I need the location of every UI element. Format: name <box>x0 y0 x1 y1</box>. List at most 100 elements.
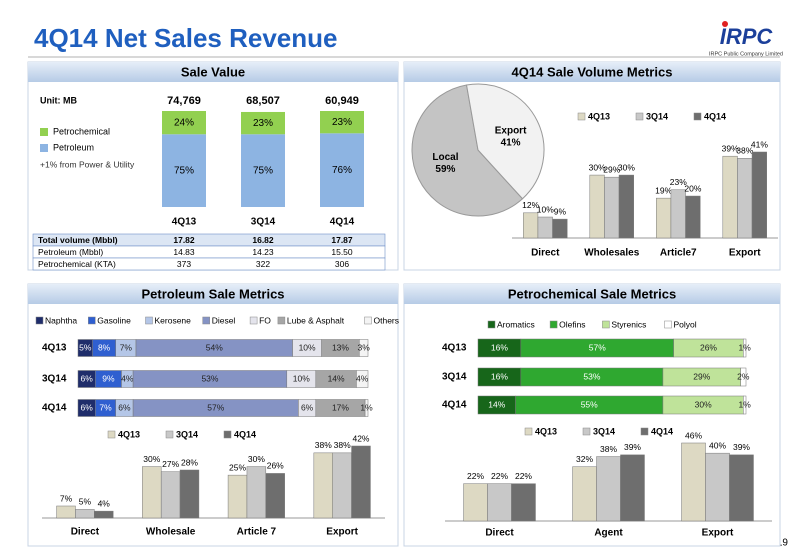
legend-swatch <box>602 320 610 329</box>
category-label: 3Q14 <box>442 372 467 383</box>
legend-label: 3Q14 <box>593 426 615 436</box>
legend-swatch <box>664 320 672 329</box>
bar-segment <box>359 339 369 357</box>
bar <box>537 216 553 239</box>
category-label: 4Q13 <box>42 343 67 354</box>
panel-title: Petroleum Sale Metrics <box>141 286 284 301</box>
bar <box>265 473 285 519</box>
legend-swatch <box>549 320 558 329</box>
value-label: 6% <box>81 402 94 412</box>
legend-swatch <box>165 430 174 439</box>
value-label: 1% <box>739 342 752 352</box>
category-label: Agent <box>594 528 623 539</box>
value-label: 6% <box>81 373 94 383</box>
legend-label: Petroleum <box>53 142 94 152</box>
bar <box>620 454 645 522</box>
bar <box>94 510 114 519</box>
category-label: 3Q14 <box>251 217 276 228</box>
bar <box>487 483 512 522</box>
category-label: 4Q14 <box>442 400 467 411</box>
legend-label: 4Q14 <box>704 111 726 121</box>
table-cell: 373 <box>177 259 191 269</box>
value-label: 75% <box>174 165 194 176</box>
bar <box>705 452 730 522</box>
value-label: 7% <box>99 402 112 412</box>
bar-segment <box>320 133 364 207</box>
legend-swatch <box>577 112 586 121</box>
legend-label: Kerosene <box>155 315 192 325</box>
bar-segment <box>740 367 747 387</box>
value-label: 6% <box>118 402 131 412</box>
value-label: 76% <box>332 165 352 176</box>
value-label: 38% <box>315 440 332 450</box>
legend-swatch <box>487 320 496 329</box>
value-label: 29% <box>603 164 620 174</box>
value-label: 38% <box>334 440 351 450</box>
bar <box>670 189 686 239</box>
value-label: 40% <box>709 440 726 450</box>
bar <box>751 151 767 239</box>
value-label: 29% <box>693 371 710 381</box>
table-cell: Petrochemical (KTA) <box>38 259 116 269</box>
legend-label: 4Q13 <box>588 111 610 121</box>
legend-label: 3Q14 <box>176 429 198 439</box>
category-label: Wholesales <box>584 248 639 259</box>
category-label: 4Q14 <box>42 403 67 414</box>
panel-title: Petrochemical Sale Metrics <box>508 286 676 301</box>
bar <box>463 483 488 522</box>
value-label: 13% <box>332 342 349 352</box>
table-cell: 17.82 <box>173 235 195 245</box>
legend-swatch <box>640 427 649 436</box>
value-label: 55% <box>581 399 598 409</box>
legend-swatch <box>249 316 258 325</box>
legend-swatch <box>40 144 48 152</box>
legend-swatch <box>40 128 48 136</box>
value-label: 42% <box>352 433 369 443</box>
slice-value: 41% <box>501 138 521 149</box>
category-label: Export <box>326 527 358 538</box>
legend-swatch <box>88 316 96 325</box>
bar-segment <box>320 111 364 134</box>
category-label: Direct <box>531 248 560 259</box>
table-cell: 322 <box>256 259 270 269</box>
legend-swatch <box>202 316 210 325</box>
bar-segment <box>356 370 369 388</box>
bar <box>160 471 181 519</box>
legend-swatch <box>582 427 591 436</box>
legend-swatch <box>635 112 644 121</box>
legend-label: 4Q14 <box>234 429 256 439</box>
logo-tagline: IRPC Public Company Limited <box>709 51 783 57</box>
bar <box>179 469 200 519</box>
value-label: 4% <box>121 373 134 383</box>
value-label: 9% <box>554 206 567 216</box>
value-label: 10% <box>293 373 310 383</box>
legend-label: 3Q14 <box>646 111 668 121</box>
value-label: 7% <box>60 493 73 503</box>
bar <box>56 505 76 519</box>
category-label: Wholesale <box>146 527 196 538</box>
category-label: 4Q13 <box>442 343 467 354</box>
page-number: 19 <box>777 538 789 549</box>
category-label: Export <box>729 248 761 259</box>
value-label: 39% <box>722 143 739 153</box>
legend-swatch <box>277 316 286 325</box>
table-cell: 306 <box>335 259 349 269</box>
category-label: 3Q14 <box>42 374 67 385</box>
table-cell: 17.87 <box>331 235 353 245</box>
table-cell: Petroleum (Mbbl) <box>38 247 103 257</box>
bar-segment <box>162 134 206 207</box>
value-label: 1% <box>739 399 752 409</box>
legend-label: Gasoline <box>97 315 131 325</box>
value-label: 23% <box>253 118 273 129</box>
total-label: 60,949 <box>325 95 359 107</box>
bar <box>246 466 267 519</box>
bar <box>604 176 620 239</box>
table-cell: 14.83 <box>173 247 195 257</box>
value-label: 16% <box>491 371 508 381</box>
table-cell: Total volume (Mbbl) <box>38 235 118 245</box>
legend-label: 4Q14 <box>651 426 673 436</box>
bar <box>722 155 738 239</box>
bar <box>511 483 536 522</box>
total-label: 74,769 <box>167 95 201 107</box>
